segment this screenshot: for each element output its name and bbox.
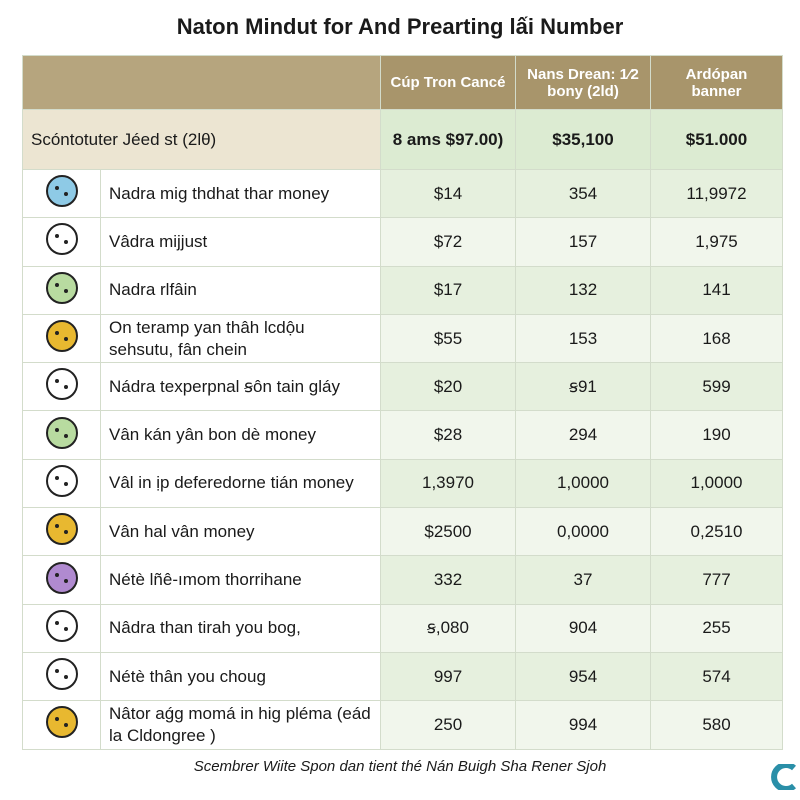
row: Vâl in ịp deferedorne tián money 1,3970 1,… — [22, 458, 783, 509]
value-cell: 574 — [650, 651, 783, 702]
table: Cúp Tron Cancé Nans Drean: 1⁄2 bony (2ld… — [22, 55, 783, 750]
value-cell: 994 — [515, 700, 651, 750]
value-cell: 190 — [650, 410, 783, 460]
label-cell: Vâl in ịp deferedorne tián money — [100, 458, 381, 509]
value-cell: 37 — [515, 555, 651, 605]
value-cell: 153 — [515, 313, 651, 364]
label-cell: Vâdra mijjust — [100, 217, 381, 267]
header-cell: Ardópan banner — [650, 55, 783, 110]
row: Nétè thân you choug 997 954 574 — [22, 651, 783, 702]
value-cell: 580 — [650, 700, 783, 750]
icon-cell — [22, 217, 101, 267]
title: Naton Mindut for And Prearting lấi Numbe… — [176, 14, 624, 39]
logo — [771, 764, 796, 790]
value-cell: 141 — [650, 265, 783, 315]
row: Vân hal vân money $2500 0,0000 0,2510 — [22, 507, 783, 557]
icon — [45, 368, 78, 401]
value-cell: 904 — [515, 603, 651, 653]
value-cell: 132 — [515, 265, 651, 315]
icon — [45, 609, 78, 642]
value-cell: 1,3970 — [380, 458, 516, 509]
label-cell: Vân kán yân bon dè money — [100, 410, 381, 460]
value-cell: 354 — [515, 168, 651, 219]
value-cell: 1,0000 — [515, 458, 651, 509]
value-cell: 599 — [650, 362, 783, 412]
header-cell — [22, 55, 381, 110]
row: Nadra rlfâin $17 132 141 — [22, 265, 783, 315]
icon-cell — [22, 168, 101, 219]
value-cell: 1,0000 — [650, 458, 783, 509]
value-cell: ꞩ91 — [515, 362, 651, 412]
value-cell: 777 — [650, 555, 783, 605]
value-cell: 168 — [650, 313, 783, 364]
value-cell: $2500 — [380, 507, 516, 557]
value-cell: 294 — [515, 410, 651, 460]
row: On teramp yan thâh lcdộu sehsutu, fân ch… — [22, 313, 783, 364]
icon — [45, 561, 78, 594]
icon-cell — [22, 555, 101, 605]
subheader-value: $35,100 — [515, 109, 651, 170]
header-cell: Nans Drean: 1⁄2 bony (2ld) — [515, 55, 651, 110]
icon — [45, 658, 78, 691]
icon — [45, 271, 78, 304]
value-cell: 332 — [380, 555, 516, 605]
icon — [45, 464, 78, 497]
row: Nétè lñê-ımom thorrihane 332 37 777 — [22, 555, 783, 605]
label-cell: Nadra mig thdhat thar money — [100, 168, 381, 219]
label-cell: Nâtor aǵg momá in hig pléma (eád la Cldo… — [100, 700, 381, 750]
row: Nádra texperpnal ꞩôn tain gláy $20 ꞩ91 599 — [22, 362, 783, 412]
icon — [45, 706, 78, 739]
value-cell: 250 — [380, 700, 516, 750]
value-cell: $28 — [380, 410, 516, 460]
label-cell: Nadra rlfâin — [100, 265, 381, 315]
label-cell: Nádra texperpnal ꞩôn tain gláy — [100, 362, 381, 412]
icon-cell — [22, 265, 101, 315]
value-cell: 1,975 — [650, 217, 783, 267]
icon — [45, 175, 78, 208]
value-cell: $20 — [380, 362, 516, 412]
row: Vân kán yân bon dè money $28 294 190 — [22, 410, 783, 460]
icon — [45, 416, 78, 449]
row: Nadra mig thdhat thar money $14 354 11,9972 — [22, 168, 783, 219]
value-cell: 0,2510 — [650, 507, 783, 557]
icon-cell — [22, 410, 101, 460]
label-cell: Nâdra than tirah you bog, — [100, 603, 381, 653]
icon-cell — [22, 458, 101, 509]
icon — [45, 320, 78, 353]
label-cell: On teramp yan thâh lcdộu sehsutu, fân ch… — [100, 313, 381, 364]
label-cell: Nétè thân you choug — [100, 651, 381, 702]
header-cell: Cúp Tron Cancé — [380, 55, 516, 110]
subheader-value: 8 ams $97.00) — [380, 109, 516, 170]
row: Nâtor aǵg momá in hig pléma (eád la Cldo… — [22, 700, 783, 750]
icon-cell — [22, 362, 101, 412]
icon — [45, 513, 78, 546]
subheader-label: Scóntotuter Jéed st (2lθ) — [22, 109, 381, 170]
icon-cell — [22, 507, 101, 557]
value-cell: 11,9972 — [650, 168, 783, 219]
value-cell: $55 — [380, 313, 516, 364]
subheader-row: Scóntotuter Jéed st (2lθ) 8 ams $97.00) … — [22, 109, 783, 170]
icon-cell — [22, 313, 101, 364]
value-cell: ꞩ,080 — [380, 603, 516, 653]
label-cell: Nétè lñê-ımom thorrihane — [100, 555, 381, 605]
row: Nâdra than tirah you bog, ꞩ,080 904 255 — [22, 603, 783, 653]
value-cell: 157 — [515, 217, 651, 267]
icon — [45, 223, 78, 256]
label-cell: Vân hal vân money — [100, 507, 381, 557]
value-cell: 997 — [380, 651, 516, 702]
icon-cell — [22, 603, 101, 653]
value-cell: $14 — [380, 168, 516, 219]
caption: Scembrer Wiite Spon dan tient thé Nán Bu… — [193, 758, 607, 775]
icon-cell — [22, 651, 101, 702]
value-cell: $72 — [380, 217, 516, 267]
value-cell: $17 — [380, 265, 516, 315]
value-cell: 954 — [515, 651, 651, 702]
value-cell: 255 — [650, 603, 783, 653]
value-cell: 0,0000 — [515, 507, 651, 557]
header-row: Cúp Tron Cancé Nans Drean: 1⁄2 bony (2ld… — [22, 55, 783, 110]
row: Vâdra mijjust $72 157 1,975 — [22, 217, 783, 267]
subheader-value: $51.000 — [650, 109, 783, 170]
icon-cell — [22, 700, 101, 750]
